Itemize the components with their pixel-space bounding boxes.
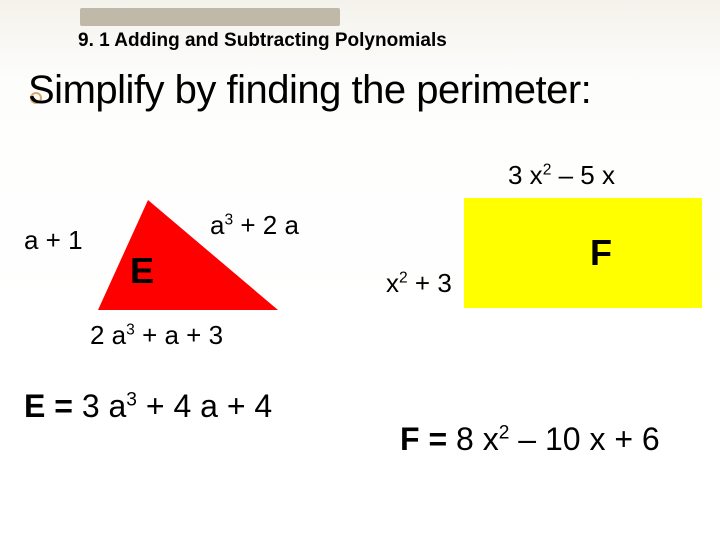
expr-rest: + 2 a [233,210,299,240]
expr-base: 2 a [90,320,126,350]
expr-base: 3 x [508,160,543,190]
header-accent-bar [80,8,340,26]
triangle-side-bottom-label: 2 a3 + a + 3 [90,320,223,351]
rectangle-left-label: x2 + 3 [386,268,452,299]
expr-base: x [386,268,399,298]
expr-rest: – 5 x [551,160,615,190]
expr-sup: 3 [126,389,137,410]
expr-rest: + a + 3 [135,320,223,350]
expr-sup: 3 [126,321,135,338]
expr-base: 8 x [456,421,499,457]
answer-f-label: F = [400,421,456,457]
answer-e-label: E = [24,388,82,424]
expr-rest: – 10 x + 6 [509,421,659,457]
answer-e: E = 3 a3 + 4 a + 4 [24,388,272,425]
page-title: Simplify by finding the perimeter: [28,68,591,113]
expr-sup: 2 [399,269,408,286]
rectangle-top-label: 3 x2 – 5 x [508,160,615,191]
triangle-side-right-label: a3 + 2 a [210,210,299,241]
rectangle-letter-f: F [590,232,612,274]
triangle-side-left-label: a + 1 [24,225,83,256]
expr-rest: + 4 a + 4 [137,388,272,424]
answer-f: F = 8 x2 – 10 x + 6 [400,420,700,458]
expr-sup: 3 [224,211,233,228]
section-title: 9. 1 Adding and Subtracting Polynomials [78,30,447,52]
expr-base: 3 a [82,388,126,424]
triangle-letter-e: E [130,250,154,292]
expr-base: a [210,210,224,240]
expr-rest: + 3 [408,268,452,298]
rectangle-shape-f [464,198,702,308]
expr-sup: 2 [499,422,510,443]
